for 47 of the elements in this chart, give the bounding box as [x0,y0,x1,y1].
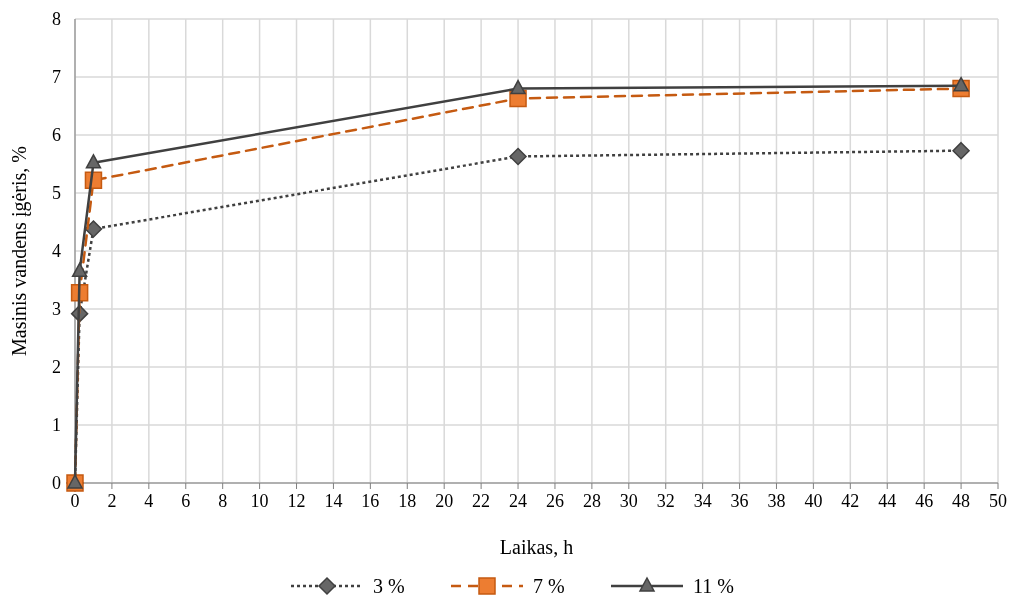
x-tick-label: 12 [287,491,306,511]
x-tick-label: 36 [730,491,749,511]
x-tick-label: 10 [250,491,269,511]
y-tick-label: 5 [52,183,61,203]
x-tick-label: 18 [398,491,417,511]
point [952,141,970,160]
x-tick-label: 2 [107,491,117,511]
x-axis-title: Laikas, h [499,536,574,558]
x-tick-label: 30 [619,491,638,511]
y-tick-label: 6 [52,125,61,145]
y-tick-label: 7 [52,67,61,87]
x-tick-label: 20 [435,491,454,511]
x-tick-label: 22 [472,491,491,511]
x-tick-label: 4 [144,491,154,511]
x-tick-label: 26 [545,491,564,511]
point [85,154,102,169]
x-tick-label: 38 [767,491,786,511]
x-tick-label: 50 [989,491,1007,511]
legend-label: 11 % [693,575,734,597]
y-axis-title: Masinis vandens įgėris, % [8,146,31,356]
x-tick-label: 46 [915,491,934,511]
y-tick-label: 2 [52,357,61,377]
point [510,79,526,95]
y-tick-label: 8 [52,9,61,29]
x-tick-label: 0 [70,491,80,511]
point [509,147,527,166]
x-tick-label: 28 [582,491,601,511]
y-tick-label: 0 [52,473,61,493]
x-tick-label: 48 [952,491,971,511]
y-tick-label: 4 [52,241,61,261]
point [71,262,88,278]
x-tick-label: 42 [841,491,860,511]
x-tick-label: 44 [878,491,897,511]
x-tick-label: 14 [324,491,343,511]
point [953,76,969,92]
x-tick-label: 32 [656,491,675,511]
legend-label: 3 % [373,575,405,597]
x-tick-label: 34 [693,491,712,511]
y-tick-label: 3 [52,299,61,319]
point [84,220,103,238]
x-tick-label: 16 [361,491,380,511]
y-tick-label: 1 [52,415,61,435]
x-tick-label: 24 [509,491,528,511]
x-tick-label: 40 [804,491,823,511]
legend-label: 7 % [533,575,565,597]
x-tick-label: 6 [181,491,191,511]
x-tick-label: 8 [218,491,228,511]
